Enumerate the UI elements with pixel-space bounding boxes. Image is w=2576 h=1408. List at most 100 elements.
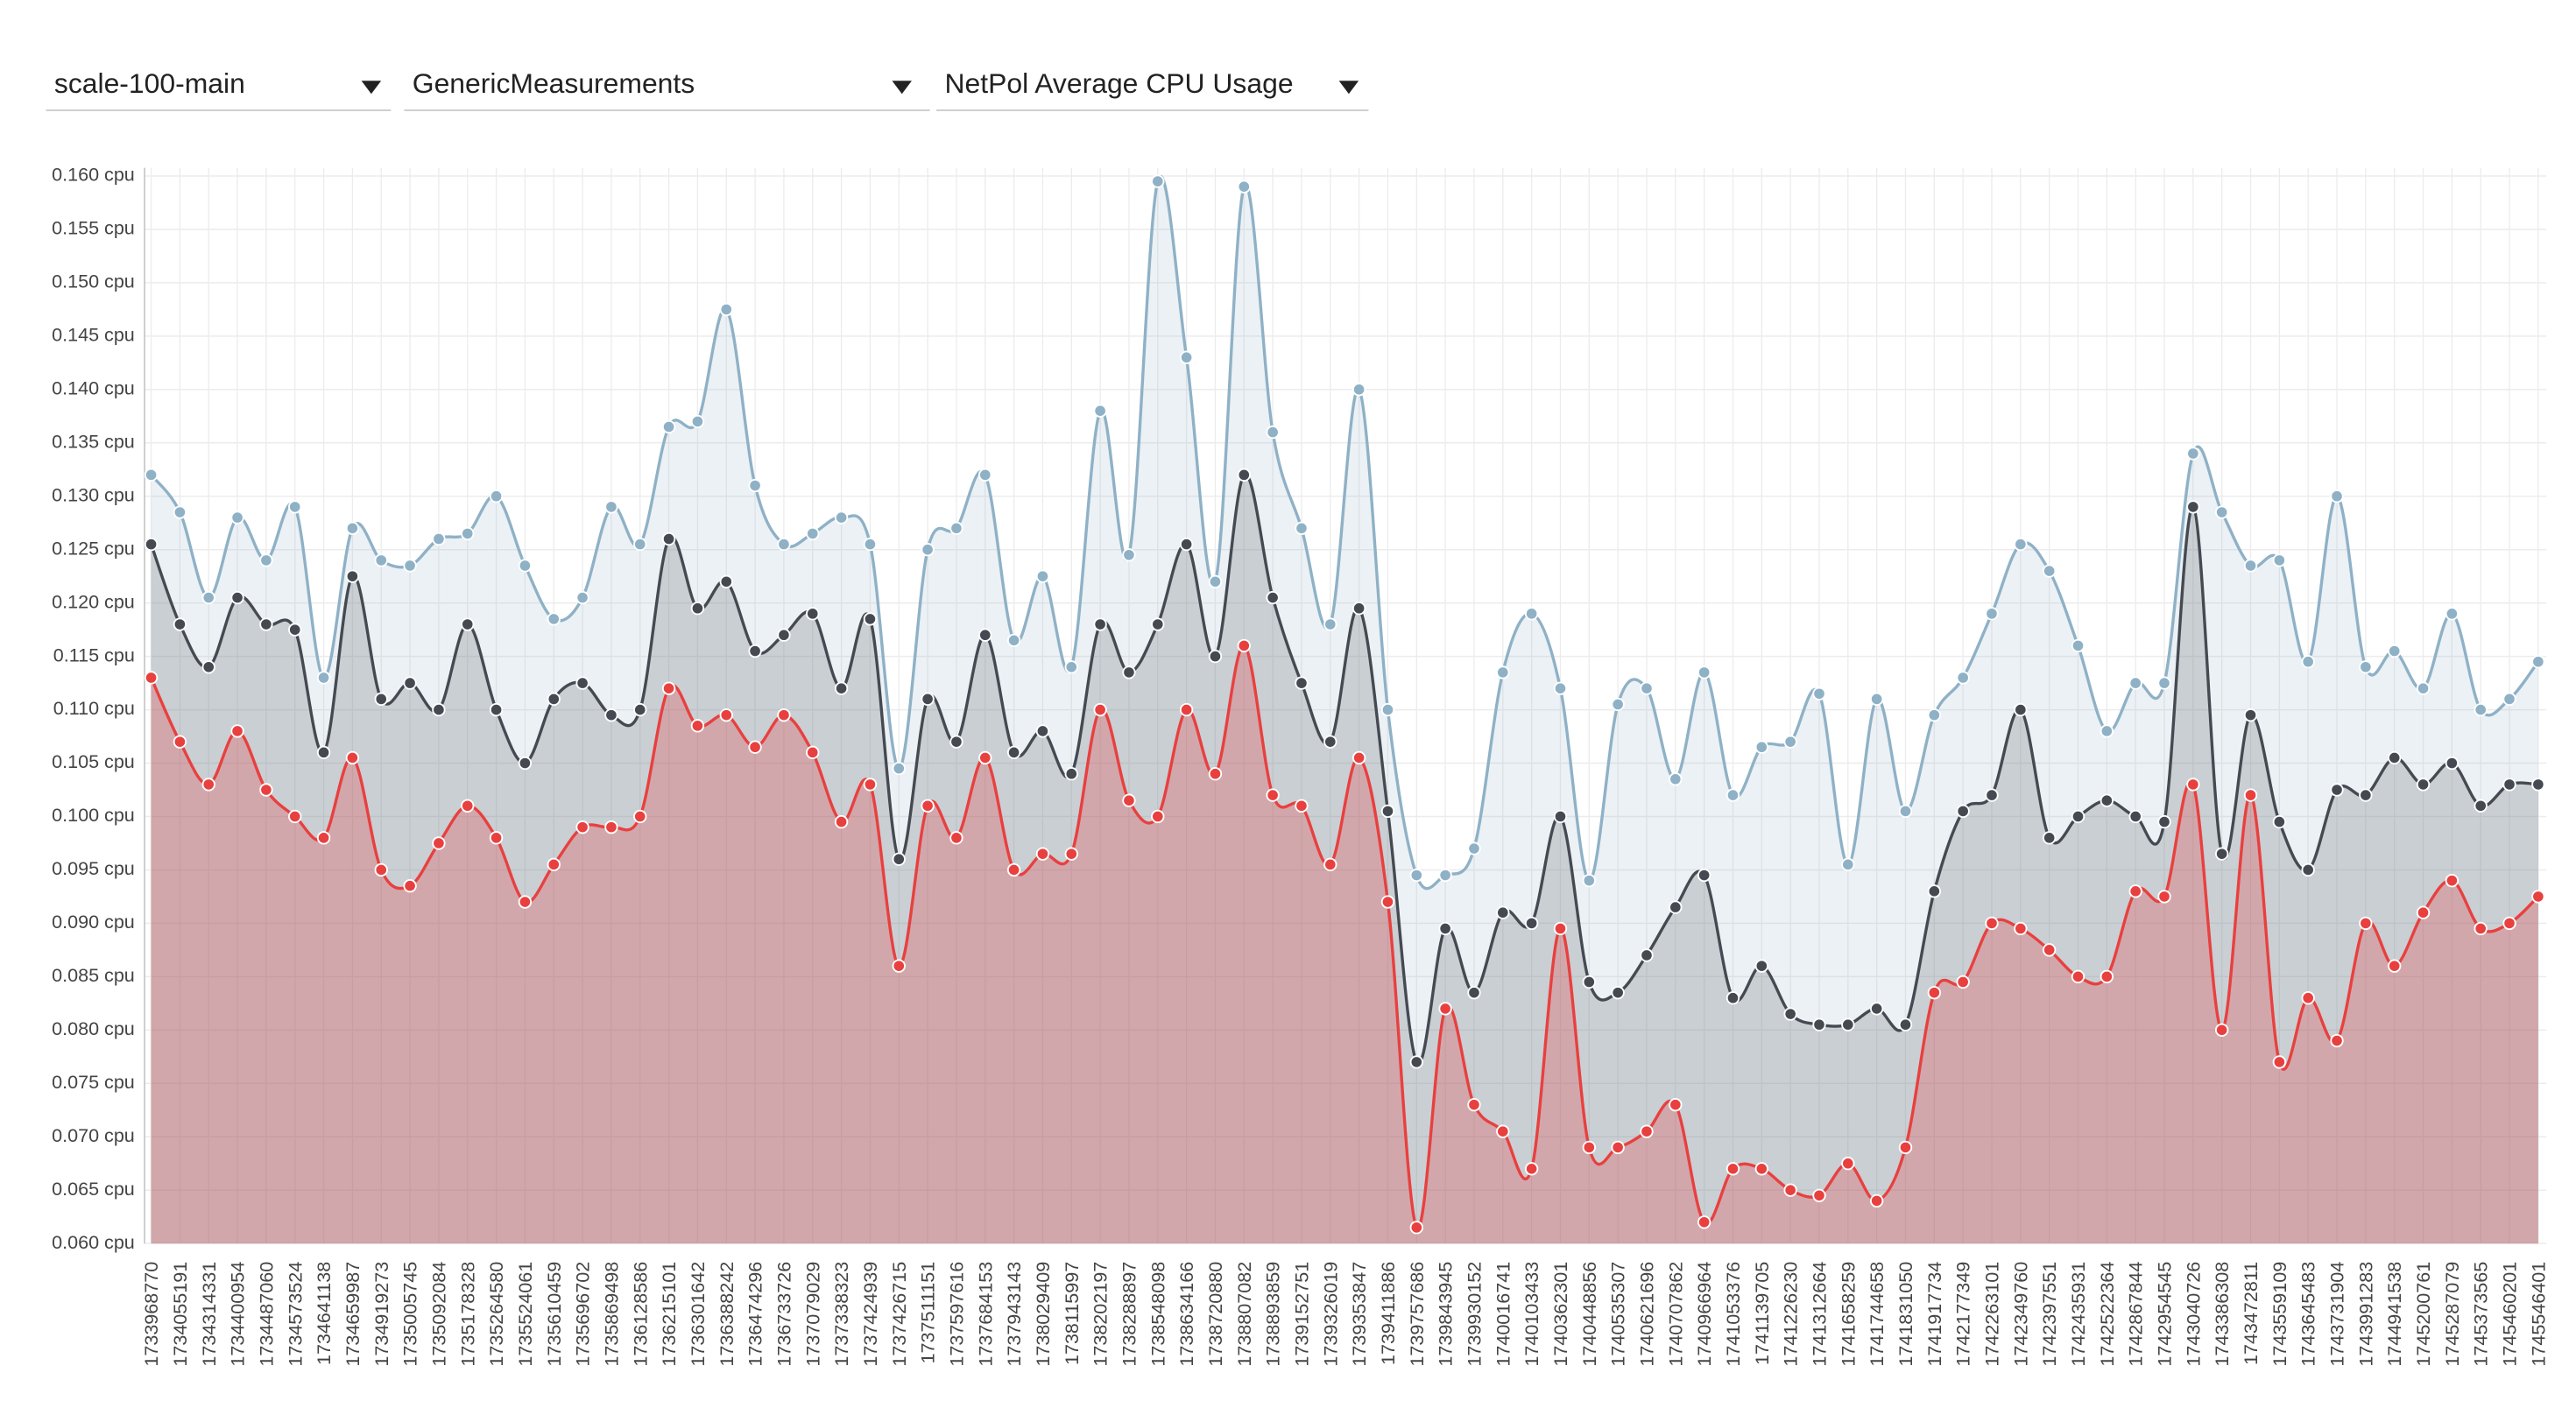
point (1237, 180, 1251, 194)
point (978, 628, 992, 642)
point (1553, 681, 1568, 695)
point (748, 478, 762, 493)
x-tick-label: 1736215101 (658, 1262, 680, 1367)
x-tick-label: 1734919273 (371, 1262, 392, 1367)
dropdown[interactable]: scale-100-main (46, 67, 392, 111)
point (403, 676, 417, 690)
point (2014, 702, 2028, 717)
point (2502, 916, 2516, 931)
caret[interactable] (361, 81, 382, 95)
point (949, 831, 963, 845)
x-tick-label: 1742397551 (2038, 1262, 2060, 1367)
x-tick-label: 1735178328 (456, 1262, 478, 1367)
y-tick-label: 0.080 cpu (52, 1017, 135, 1039)
x-tick-label: 1743645483 (2297, 1262, 2319, 1367)
point (604, 708, 618, 722)
x-tick-label: 1734400954 (227, 1262, 249, 1367)
point (1064, 767, 1078, 781)
point (1927, 884, 1942, 898)
point (661, 532, 676, 546)
point (1352, 602, 1366, 616)
point (432, 532, 446, 546)
x-tick-label: 1742349760 (2009, 1262, 2031, 1367)
point (1467, 1097, 1481, 1112)
x-tick-label: 1738634166 (1175, 1262, 1197, 1367)
y-tick-label: 0.155 cpu (52, 217, 135, 239)
y-tick-label: 0.160 cpu (52, 164, 135, 186)
point (1697, 665, 1711, 679)
point (1524, 916, 1539, 931)
point (949, 735, 963, 749)
x-tick-label: 1745546401 (2527, 1262, 2549, 1367)
x-tick-label: 1741917734 (1923, 1262, 1945, 1367)
point (1985, 788, 1999, 802)
dropdown-text[interactable]: GenericMeasurements (413, 67, 695, 99)
x-tick-label: 1736388242 (716, 1262, 738, 1367)
point (2214, 847, 2229, 861)
point (173, 505, 187, 519)
point (1352, 383, 1366, 397)
point (834, 814, 849, 829)
point (1669, 772, 1683, 786)
dropdown[interactable]: GenericMeasurements (404, 67, 930, 111)
x-tick-label: 1735610459 (543, 1262, 565, 1367)
point (575, 676, 589, 690)
dropdown[interactable]: NetPol Average CPU Usage (936, 67, 1369, 111)
x-tick-label: 1743991283 (2354, 1262, 2376, 1367)
point (518, 756, 533, 771)
point (2243, 788, 2258, 802)
point (1841, 1157, 1855, 1171)
point (1006, 862, 1021, 877)
point (230, 590, 244, 605)
point (374, 692, 388, 707)
x-tick-label: 1739411886 (1377, 1262, 1399, 1365)
point (2243, 708, 2258, 722)
point (2330, 489, 2344, 503)
caret[interactable] (1338, 81, 1359, 95)
x-tick-label: 1737597616 (946, 1262, 968, 1367)
point (374, 553, 388, 567)
point (1640, 1124, 1654, 1138)
point (2531, 778, 2545, 792)
point (1496, 905, 1510, 919)
x-tick-label: 1745287079 (2441, 1262, 2463, 1367)
point (1669, 1097, 1683, 1112)
x-tick-label: 1742522364 (2096, 1262, 2118, 1367)
point (1956, 671, 1970, 685)
point (1697, 868, 1711, 883)
point (892, 959, 906, 973)
x-tick-label: 1734487060 (255, 1262, 277, 1367)
y-tick-label: 0.070 cpu (52, 1124, 135, 1146)
point (2445, 607, 2460, 621)
point (1869, 1193, 1884, 1208)
point (1179, 537, 1194, 552)
point (1553, 921, 1568, 936)
point (1898, 804, 1913, 819)
x-tick-label: 1745200761 (2412, 1262, 2434, 1367)
x-tick-label: 1737511151 (917, 1262, 939, 1364)
point (1006, 745, 1021, 760)
point (575, 820, 589, 834)
point (1898, 1017, 1913, 1031)
x-tick-label: 1733968770 (140, 1262, 162, 1367)
point (144, 468, 159, 482)
point (1812, 1188, 1826, 1202)
point (1726, 1162, 1740, 1176)
point (719, 302, 733, 317)
caret[interactable] (892, 81, 912, 95)
dropdown-text[interactable]: NetPol Average CPU Usage (944, 67, 1293, 99)
point (1093, 617, 1107, 631)
y-tick-label: 0.140 cpu (52, 377, 135, 399)
point (432, 836, 446, 850)
point (259, 553, 273, 567)
line (149, 473, 2538, 1066)
point (2359, 788, 2373, 802)
point (316, 831, 331, 845)
point (2301, 991, 2315, 1005)
point (432, 702, 446, 717)
point (547, 857, 561, 872)
point (633, 537, 647, 552)
point (863, 537, 878, 552)
dropdown-text[interactable]: scale-100-main (54, 67, 245, 99)
point (1956, 975, 1970, 989)
